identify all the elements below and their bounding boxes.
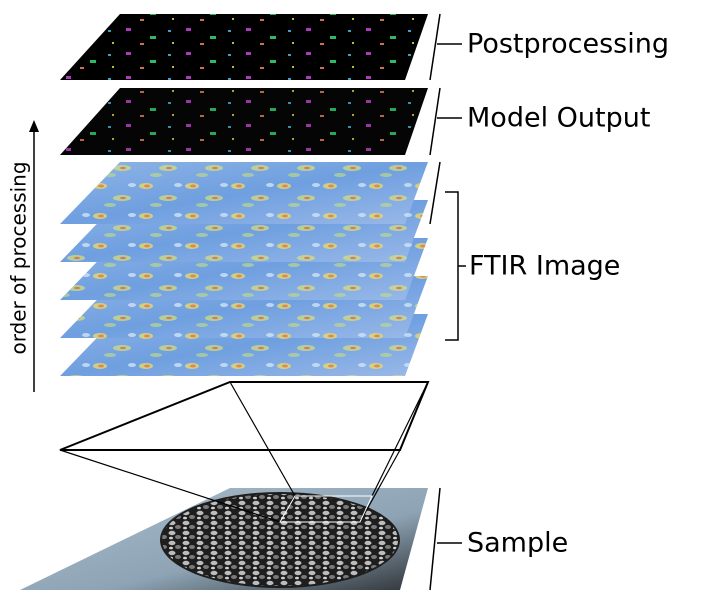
layer-label: Sample [467, 528, 568, 559]
postprocessing-layer [60, 14, 428, 80]
layer-label: Model Output [467, 103, 650, 134]
model-output-layer [60, 88, 428, 155]
layer-label: Postprocessing [467, 29, 669, 60]
ftir-layer [60, 162, 428, 224]
axis-label: order of processing [7, 161, 31, 354]
layer-label: FTIR Image [469, 251, 620, 282]
diagram: Postprocessing Model Output FTIR Image S… [0, 0, 702, 595]
processing-arrow [29, 120, 39, 392]
ftir-layers [60, 162, 428, 376]
connectors [430, 14, 466, 590]
